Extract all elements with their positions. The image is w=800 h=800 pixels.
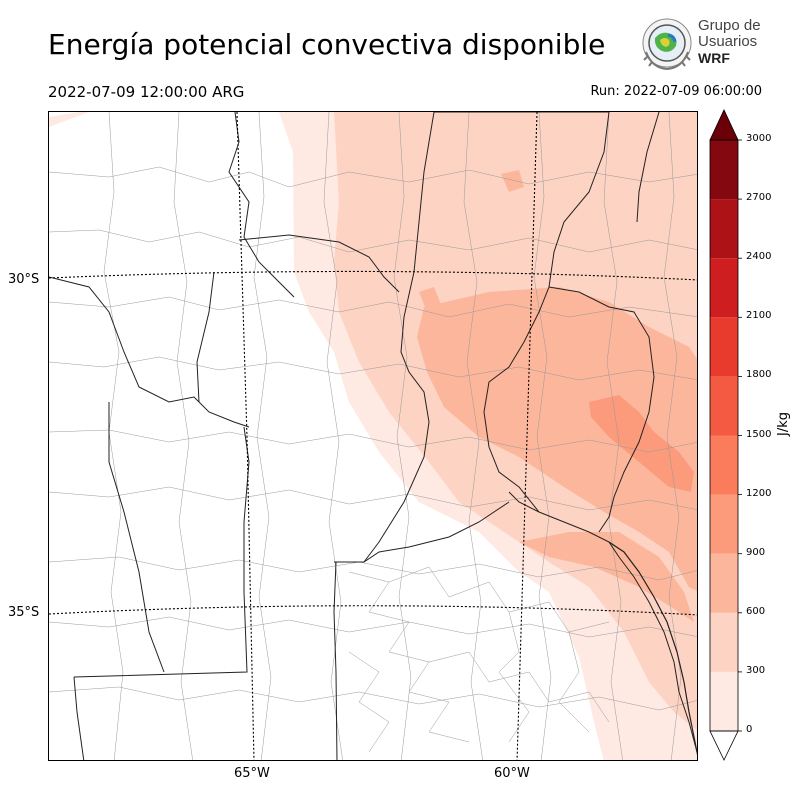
colorbar-segment [710,612,738,672]
globe-icon [642,18,692,71]
colorbar-tick-label: 1200 [746,487,772,499]
department-borders [49,112,697,760]
colorbar-under-triangle [709,730,739,761]
logo-line-1: Grupo de [698,17,761,34]
cape-band-600-900 [417,287,697,591]
lat-label-30s: 30°S [8,272,40,287]
cape-band-small-2 [501,170,524,192]
colorbar-tick-label: 2700 [746,192,772,204]
colorbar [709,109,742,761]
cape-band-small-1 [419,287,444,317]
map-title: Energía potencial convectiva disponible [48,28,606,61]
colorbar-tick-label: 2400 [746,251,772,263]
coastline [608,541,697,756]
colorbar-tick-label: 600 [746,605,766,617]
colorbar-segment [710,553,738,613]
cape-band-600-900-b [519,532,694,622]
colorbar-unit: J/kg [776,412,791,436]
colorbar-segment [710,435,738,495]
cape-field-map [49,112,697,760]
colorbar-tick-label: 900 [746,546,766,558]
graticule [49,112,697,760]
colorbar-tick-label: 3000 [746,133,772,144]
logo-line-2: Usuarios [698,33,758,50]
colorbar-segment [710,671,738,731]
lon-label-60w: 60°W [494,766,530,781]
colorbar-over-triangle [709,109,739,141]
run-time: Run: 2022-07-09 06:00:00 [590,84,762,99]
colorbar-tick-label: 300 [746,664,766,676]
colorbar-segment [710,140,738,200]
province-borders [49,112,697,760]
valid-time: 2022-07-09 12:00:00 ARG [48,83,245,101]
colorbar-segment [710,199,738,259]
logo-text: Grupo de Usuarios WRF [698,17,761,67]
map-panel [48,111,698,761]
lon-label-65w: 65°W [234,766,270,781]
colorbar-tick-label: 1800 [746,369,772,381]
colorbar-segment [710,376,738,436]
colorbar-segment [710,317,738,377]
colorbar-tick-label: 0 [746,724,753,735]
logo-line-3: WRF [698,50,730,66]
colorbar-segment [710,494,738,554]
wrf-logo: Grupo de Usuarios WRF [638,16,768,74]
colorbar-tick-label: 2100 [746,310,772,322]
colorbar-tick-label: 1500 [746,428,772,440]
colorbar-segment [710,258,738,318]
lat-label-35s: 35°S [8,605,40,620]
cape-band-900-1200 [589,395,694,492]
